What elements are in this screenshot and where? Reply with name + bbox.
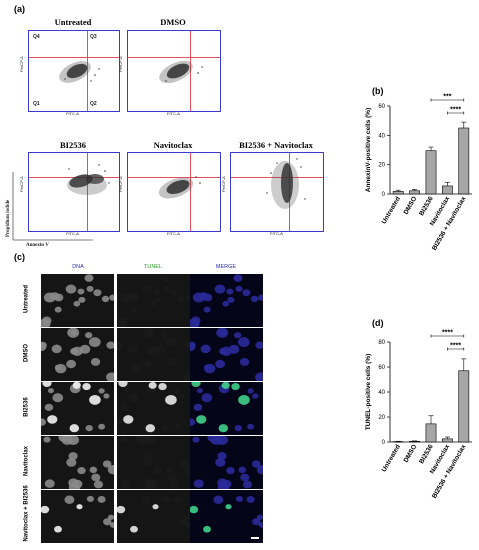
micro-image-dna xyxy=(41,328,114,381)
gate-line-vertical xyxy=(87,153,88,231)
significance-label: *** xyxy=(443,94,451,101)
micro-image-tunel xyxy=(117,436,190,489)
micro-image-dna xyxy=(41,436,114,489)
significance-label: **** xyxy=(442,330,453,337)
micro-row-label: Untreated xyxy=(23,284,29,313)
y-tick-label: 40 xyxy=(378,133,385,139)
micro-image-tunel xyxy=(117,274,190,327)
gate-line-vertical xyxy=(190,31,191,111)
y-tick-label: 0 xyxy=(382,440,386,446)
panel-label-a: (a) xyxy=(14,4,25,14)
micro-image-merge xyxy=(190,382,263,435)
bar xyxy=(409,190,420,195)
outer-y-axis-label: Propidium iodide xyxy=(6,199,11,237)
flow-title-untreated: Untreated xyxy=(54,17,92,27)
panel-label-d: (d) xyxy=(372,318,384,328)
bar xyxy=(442,438,453,443)
flow-x-axis-bi2536: FITC-A xyxy=(66,231,79,236)
flow-y-axis-untreated: PerCP-A xyxy=(19,56,24,72)
flow-x-axis-dmso: FITC-A xyxy=(167,111,180,116)
cell-population-dots xyxy=(159,60,203,84)
y-axis-label: TUNEL-positive cells (%) xyxy=(365,354,372,431)
flow-plot-dmso xyxy=(127,30,221,112)
x-tick-label: DMSO xyxy=(403,196,419,216)
quadrant-q4: Q4 xyxy=(33,34,40,40)
panel-label-c: (c) xyxy=(14,252,25,262)
flow-plot-untreated: Q4 Q3 Q1 Q2 xyxy=(28,30,120,112)
cell-population-dots xyxy=(266,158,306,209)
flow-x-axis-combo: FITC-A xyxy=(270,231,283,236)
y-axis-label: AnnexinV-positive cells (%) xyxy=(365,108,372,193)
bar xyxy=(425,423,437,443)
x-tick-label: BI2536 xyxy=(418,443,435,465)
bar xyxy=(425,150,437,195)
micro-header-tunel: TUNEL xyxy=(143,264,163,270)
micro-row-label: DMSO xyxy=(23,343,29,362)
x-tick-label: BI2536 xyxy=(418,195,435,217)
flow-title-bi2536: BI2536 xyxy=(60,140,86,150)
y-tick-label: 40 xyxy=(378,390,385,396)
flow-title-navitoclax: Navitoclax xyxy=(153,140,193,150)
cell-population-dots xyxy=(158,176,201,199)
outer-axis-arrows xyxy=(12,172,93,241)
micro-image-merge xyxy=(190,328,263,381)
chart-tunel: 0 20 40 60 80 TUNEL-positive cells (%) Untreat… xyxy=(365,330,472,500)
quadrant-q2: Q2 xyxy=(90,101,97,107)
micro-image-merge xyxy=(190,436,263,489)
gate-line-horizontal xyxy=(128,57,220,58)
outer-x-axis-label: Annexin V xyxy=(26,243,49,248)
flow-x-axis-navitoclax: FITC-A xyxy=(167,231,180,236)
gate-line-horizontal xyxy=(128,177,220,178)
gate-line-horizontal xyxy=(231,177,323,178)
x-tick-label: DMSO xyxy=(403,444,419,464)
y-tick-label: 20 xyxy=(378,415,385,421)
cell-population-dots xyxy=(67,164,110,195)
flow-x-axis-untreated: FITC-A xyxy=(66,111,79,116)
bar xyxy=(458,370,470,443)
micro-image-tunel xyxy=(117,490,190,543)
flow-plot-navitoclax xyxy=(127,152,221,232)
bar xyxy=(442,185,453,195)
micro-row-label: BI2536 xyxy=(23,396,29,417)
gate-line-vertical xyxy=(190,153,191,231)
y-tick-label: 20 xyxy=(378,163,385,169)
micro-image-tunel xyxy=(117,382,190,435)
x-tick-label: Untreated xyxy=(381,195,402,225)
significance-label: **** xyxy=(450,343,461,350)
bar xyxy=(409,441,420,443)
gate-line-horizontal xyxy=(29,57,119,58)
micro-image-tunel xyxy=(117,328,190,381)
y-tick-label: 0 xyxy=(382,192,386,198)
micro-row-label: Navitoclax + BI2536 xyxy=(23,484,29,541)
micro-image-dna xyxy=(41,382,114,435)
flow-y-axis-combo: PerCP-A xyxy=(221,176,226,192)
quadrant-q3: Q3 xyxy=(90,34,97,40)
gate-line-vertical xyxy=(87,31,88,111)
micro-image-dna xyxy=(41,490,114,543)
panel-label-b: (b) xyxy=(372,86,384,96)
y-tick-label: 80 xyxy=(378,340,385,346)
quadrant-q1: Q1 xyxy=(33,101,40,107)
flow-plot-combo xyxy=(230,152,324,232)
x-tick-label: Untreated xyxy=(381,443,402,473)
significance-label: **** xyxy=(450,107,461,114)
y-tick-label: 60 xyxy=(378,104,385,110)
cell-population-dots xyxy=(59,61,100,83)
micro-row-label: Navitoclax xyxy=(23,445,29,476)
chart-annexin: 0 20 40 60 AnnexinV-positive cells (%) Untrea… xyxy=(365,94,472,252)
flow-y-axis-navitoclax: PerCP-A xyxy=(118,176,123,192)
flow-title-combo: BI2536 + Navitoclax xyxy=(239,140,313,150)
bar xyxy=(458,127,470,195)
micro-image-merge xyxy=(190,274,263,327)
flow-plot-bi2536 xyxy=(28,152,120,232)
micro-header-merge: MERGE xyxy=(215,264,237,270)
y-tick-label: 60 xyxy=(378,365,385,371)
micro-image-dna xyxy=(41,274,114,327)
flow-y-axis-dmso: PerCP-A xyxy=(118,56,123,72)
micro-image-merge xyxy=(190,490,263,543)
flow-title-dmso: DMSO xyxy=(160,17,186,27)
bar xyxy=(392,191,404,195)
micro-header-dna: DNA xyxy=(72,264,84,270)
